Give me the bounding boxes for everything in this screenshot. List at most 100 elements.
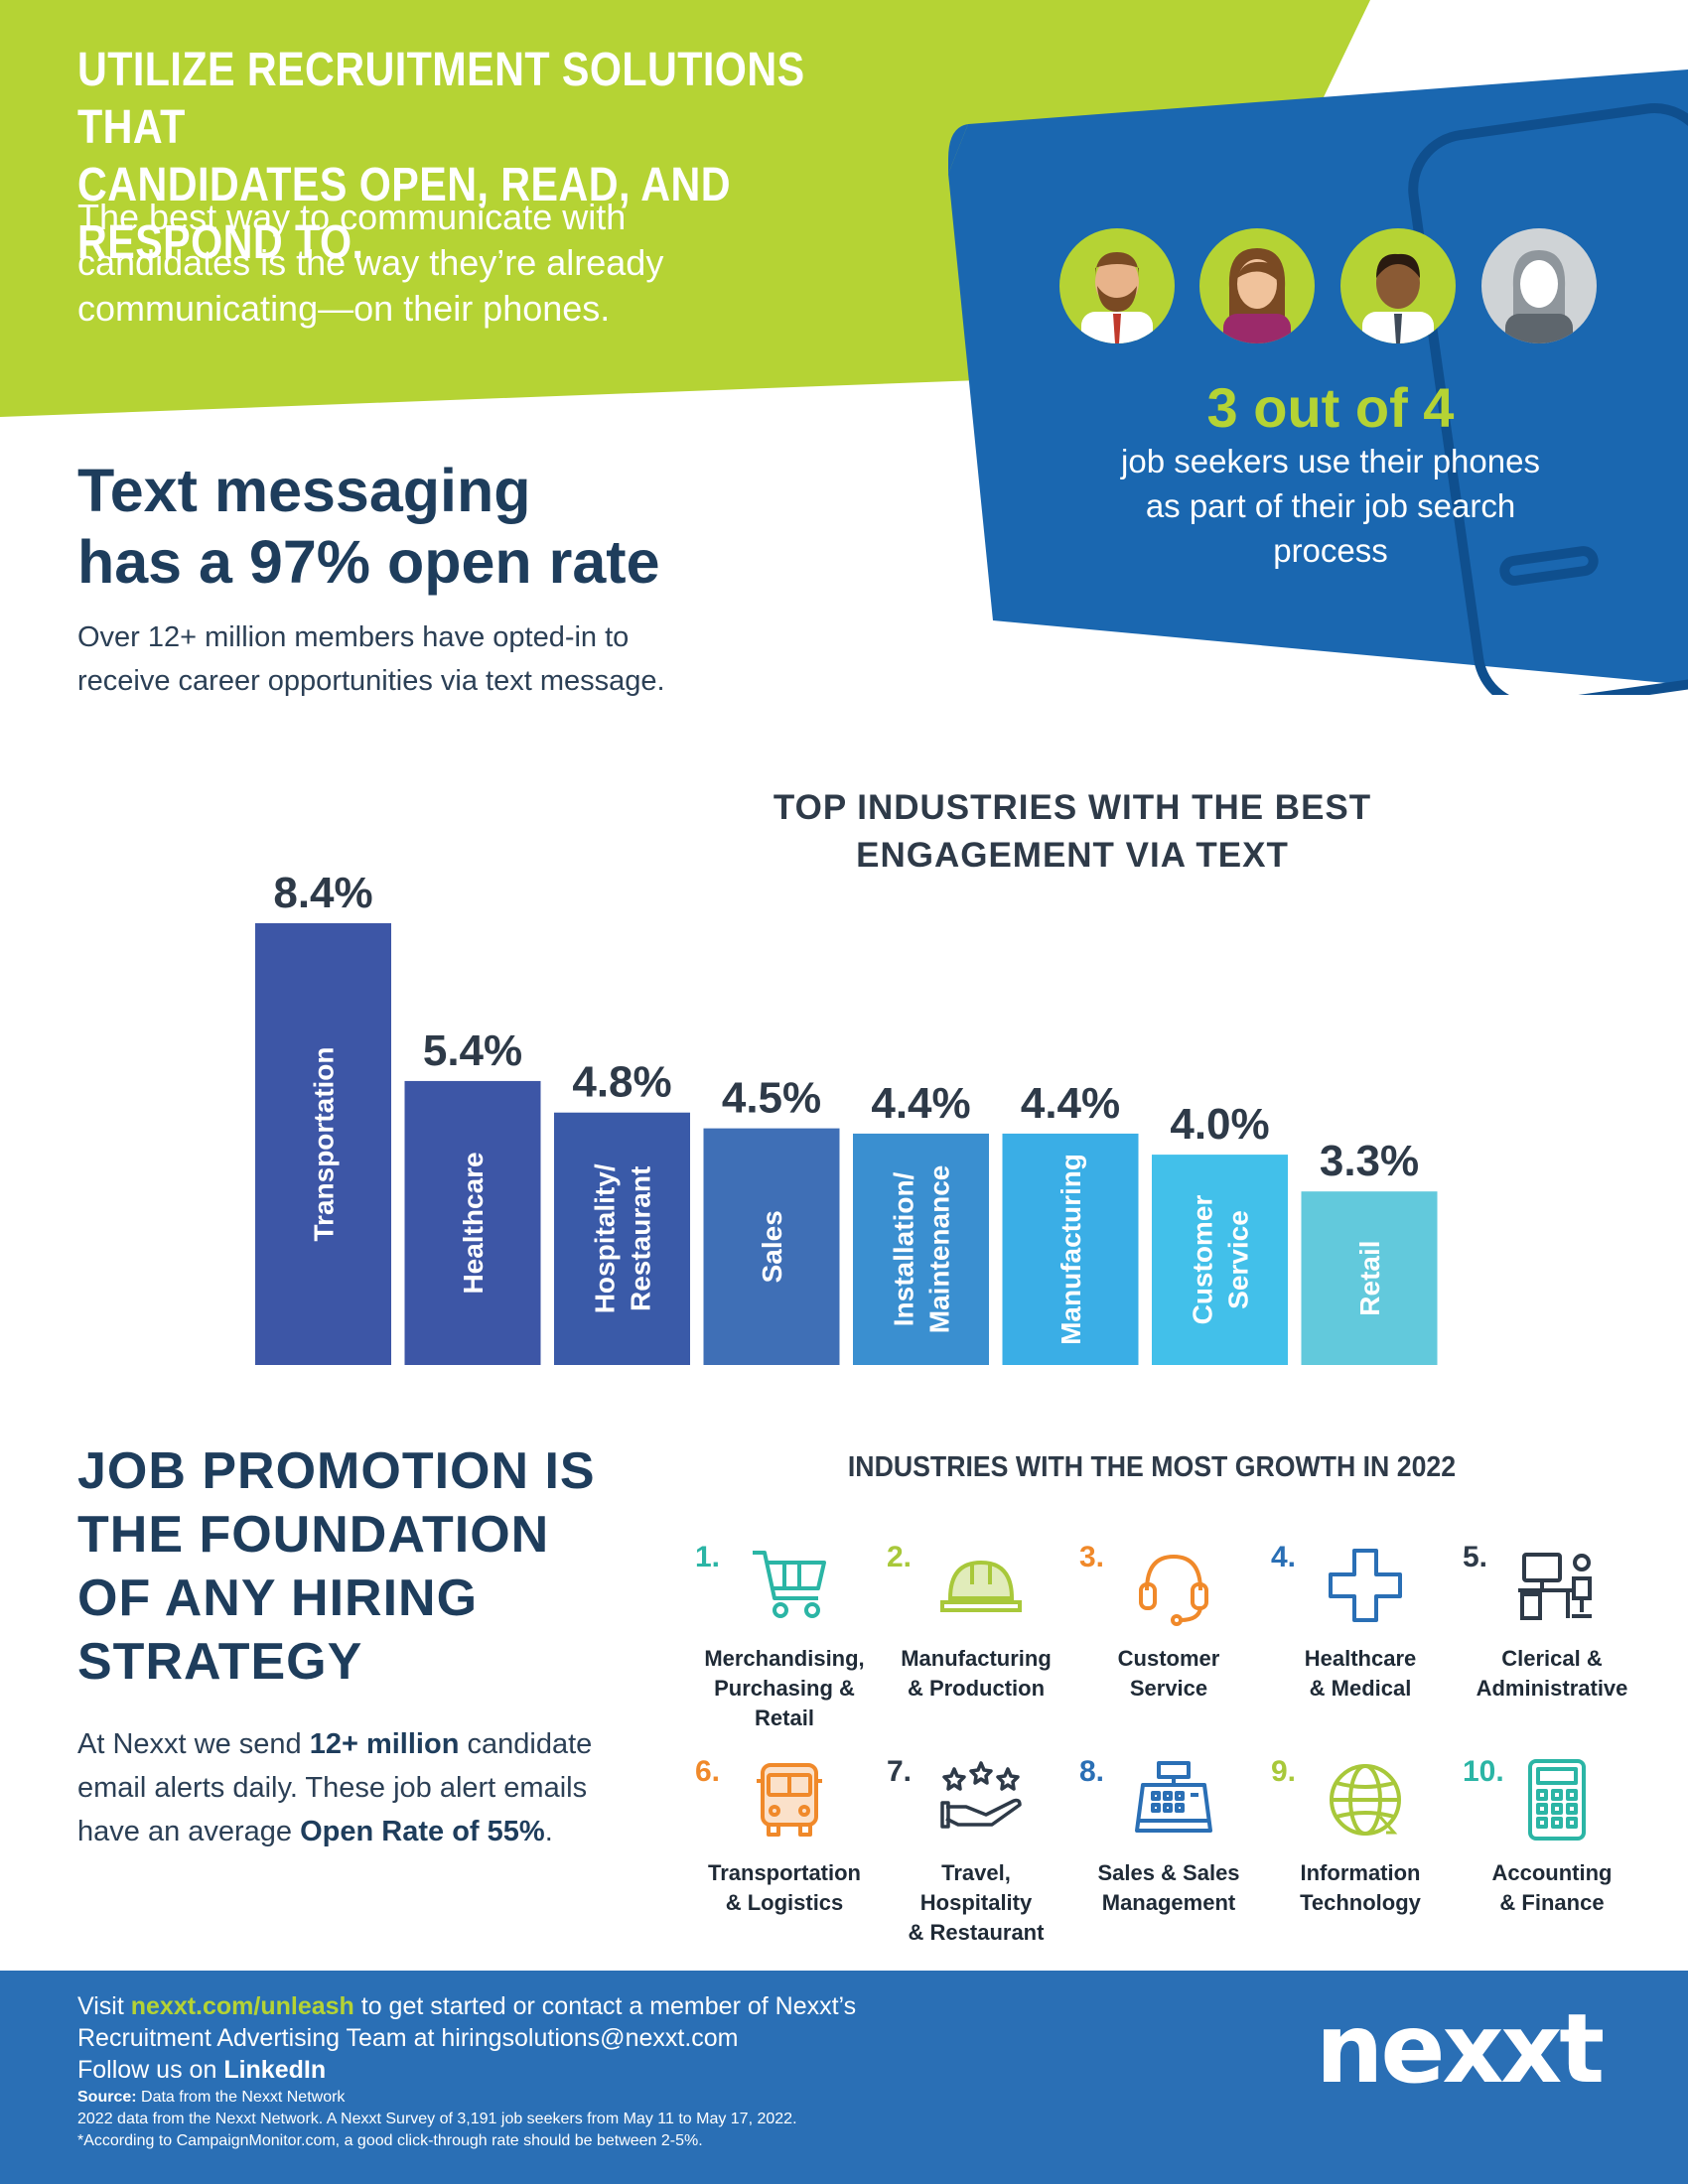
jp-heading-line-2: THE FOUNDATION — [77, 1506, 550, 1564]
bar-category-label-1: Healthcare — [458, 1152, 489, 1294]
growth-item-rank: 2. — [887, 1541, 913, 1573]
chart-title: TOP INDUSTRIES WITH THE BEST ENGAGEMENT … — [695, 784, 1450, 880]
growth-item-rank: 10. — [1463, 1755, 1504, 1788]
phone-stat-text: job seekers use their phones as part of … — [1072, 439, 1589, 573]
growth-item-rank: 6. — [695, 1755, 721, 1788]
bar-category-label-7: Retail — [1354, 1240, 1385, 1315]
subtitle-line-3: communicating—on their phones. — [77, 288, 611, 329]
phone-card — [948, 69, 1688, 695]
headset-icon — [1129, 1541, 1218, 1630]
title-line-2: CANDIDATES OPEN, READ, AND RESPOND TO. — [77, 159, 731, 269]
footer-follow-line: Follow us on LinkedIn — [77, 2056, 327, 2084]
growth-item: 8. Sales & Sales Management — [1069, 1755, 1268, 1954]
page-title: UTILIZE RECRUITMENT SOLUTIONS THAT CANDI… — [77, 42, 846, 272]
bus-icon — [745, 1755, 834, 1844]
growth-item: 6. Transportation & Logistics — [685, 1755, 884, 1954]
growth-item-label: Merchandising, Purchasing & Retail — [704, 1646, 865, 1730]
bar-4 — [853, 1133, 989, 1365]
growth-item: 4. Healthcare & Medical — [1261, 1541, 1460, 1739]
growth-item: 2. Manufacturing & Production — [877, 1541, 1075, 1739]
jp-heading-line-3: OF ANY HIRING — [77, 1570, 479, 1627]
phone-stat-line-3: process — [1273, 532, 1388, 569]
cash-register-icon — [1129, 1755, 1218, 1844]
growth-item-rank: 9. — [1271, 1755, 1297, 1788]
globe-icon — [1321, 1755, 1410, 1844]
growth-item-rank: 1. — [695, 1541, 721, 1573]
text-heading-line-1: Text messaging — [77, 457, 531, 524]
phone-card-background — [948, 69, 1688, 685]
growth-item: 9. Information Technology — [1261, 1755, 1460, 1954]
growth-item-label: Healthcare & Medical — [1304, 1646, 1417, 1701]
avatar-grey-woman-icon — [1481, 228, 1597, 343]
job-promotion-heading: JOB PROMOTION IS THE FOUNDATION OF ANY H… — [77, 1439, 633, 1694]
growth-item: 10. Accounting & Finance — [1453, 1755, 1651, 1954]
jp-highlight-volume: 12+ million — [309, 1728, 460, 1760]
text-body-line-2: receive career opportunities via text me… — [77, 665, 665, 697]
bar-category-label-0: Transportation — [309, 1046, 340, 1241]
unleash-link[interactable]: nexxt.com/unleash — [130, 1992, 354, 2020]
hard-hat-icon — [936, 1541, 1026, 1630]
footer-visit-line: Visit nexxt.com/unleash to get started o… — [77, 1992, 857, 2020]
chart-title-line-1: TOP INDUSTRIES WITH THE BEST — [773, 788, 1372, 827]
jp-highlight-open-rate: Open Rate of 55% — [300, 1816, 545, 1847]
text-body-line-1: Over 12+ million members have opted-in t… — [77, 621, 630, 653]
shopping-cart-icon — [745, 1541, 834, 1630]
title-line-1: UTILIZE RECRUITMENT SOLUTIONS THAT — [77, 44, 805, 154]
bar-value-label-6: 4.0% — [1170, 1100, 1269, 1149]
growth-item-label: Manufacturing & Production — [901, 1646, 1052, 1701]
page-subtitle: The best way to communicate with candida… — [77, 195, 773, 332]
engagement-bar-chart: 8.4% Transportation 5.4% Healthcare 4.8% Hosp… — [255, 869, 1438, 1365]
jp-heading-line-1: JOB PROMOTION IS — [77, 1442, 596, 1500]
growth-item-rank: 5. — [1463, 1541, 1488, 1573]
bar-category-label-5: Manufacturing — [1055, 1154, 1086, 1345]
bar-7 — [1301, 1191, 1438, 1365]
bar-value-label-7: 3.3% — [1320, 1137, 1419, 1185]
nexxt-logo: nexxt — [1316, 1993, 1605, 2105]
bar-0 — [255, 923, 391, 1365]
stars-hand-icon — [936, 1755, 1026, 1844]
growth-item: 3. Customer Service — [1069, 1541, 1268, 1739]
growth-item-label: Clerical & Administrative — [1476, 1646, 1628, 1701]
phone-outline-icon — [1408, 103, 1688, 695]
subtitle-line-1: The best way to communicate with — [77, 197, 627, 237]
text-messaging-body: Over 12+ million members have opted-in t… — [77, 615, 792, 703]
bar-1 — [404, 1080, 541, 1365]
bar-category-label-6: Customer Service — [1188, 1195, 1254, 1325]
growth-item-label: Information Technology — [1300, 1860, 1421, 1915]
growth-item-rank: 4. — [1271, 1541, 1297, 1573]
bar-value-label-1: 5.4% — [423, 1026, 522, 1075]
linkedin-link[interactable]: LinkedIn — [223, 2056, 327, 2084]
growth-item-rank: 7. — [887, 1755, 913, 1788]
phone-stat-line-1: job seekers use their phones — [1121, 443, 1540, 479]
bar-value-label-5: 4.4% — [1021, 1079, 1120, 1128]
bar-category-label-2: Hospitality/Restaurant — [590, 1163, 656, 1313]
footer-note-2: *According to CampaignMonitor.com, a goo… — [77, 2132, 703, 2149]
growth-item-rank: 8. — [1079, 1755, 1105, 1788]
chart-title-line-2: ENGAGEMENT VIA TEXT — [856, 836, 1289, 875]
avatar-man-beard-icon — [1059, 228, 1175, 343]
growth-item: 1. Merchandising, Purchasing & Retail — [685, 1541, 884, 1739]
bar-value-label-0: 8.4% — [273, 869, 372, 917]
bar-value-label-3: 4.5% — [722, 1074, 821, 1123]
bar-category-label-4: Installation/Maintenance — [889, 1165, 955, 1334]
text-heading-line-2: has a 97% open rate — [77, 528, 660, 596]
subtitle-line-2: candidates is the way they’re already — [77, 242, 664, 283]
bar-value-label-4: 4.4% — [871, 1079, 970, 1128]
bar-value-label-2: 4.8% — [572, 1058, 671, 1107]
avatar-man-tie-icon — [1340, 228, 1456, 343]
growth-item-label: Accounting & Finance — [1491, 1860, 1613, 1915]
calculator-icon — [1512, 1755, 1602, 1844]
jp-heading-line-4: STRATEGY — [77, 1633, 363, 1691]
growth-item-rank: 3. — [1079, 1541, 1105, 1573]
footer — [0, 1971, 1688, 2184]
bar-5 — [1002, 1133, 1139, 1365]
bar-6 — [1152, 1155, 1288, 1365]
growth-item-label: Sales & Sales Management — [1097, 1860, 1240, 1915]
job-promotion-body: At Nexxt we send 12+ million candidate e… — [77, 1728, 593, 1847]
growth-item: 7. Travel, Hospitality & Restaurant — [877, 1755, 1075, 1954]
text-messaging-heading: Text messaging has a 97% open rate — [77, 455, 773, 598]
phone-stat-line-2: as part of their job search — [1145, 487, 1516, 524]
growth-item-label: Travel, Hospitality & Restaurant — [908, 1860, 1045, 1945]
footer-note-1: 2022 data from the Nexxt Network. A Nexx… — [77, 2111, 797, 2127]
avatar-woman-icon — [1199, 228, 1315, 343]
